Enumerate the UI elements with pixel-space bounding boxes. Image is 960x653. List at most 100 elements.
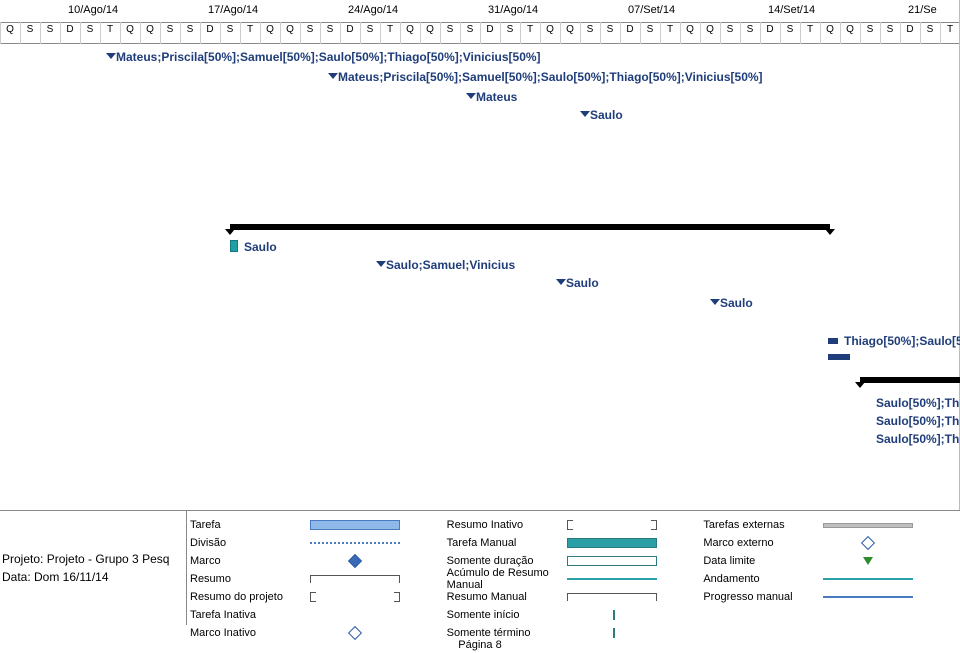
legend-label: Acúmulo de Resumo Manual: [447, 567, 567, 591]
day-letter: T: [240, 24, 260, 35]
day-separator: [80, 22, 81, 44]
day-letter: Q: [140, 24, 160, 35]
legend-swatch: [310, 537, 400, 549]
legend-label: Resumo do projeto: [190, 591, 310, 603]
legend-label: Resumo Inativo: [447, 519, 567, 531]
legend-label: Marco externo: [703, 537, 823, 549]
day-letter: Q: [420, 24, 440, 35]
legend-swatch: [823, 519, 913, 531]
legend-swatch: [310, 555, 400, 567]
day-separator: [680, 22, 681, 44]
day-separator: [640, 22, 641, 44]
legend-label: Andamento: [703, 573, 823, 585]
legend-item: Resumo Inativo: [447, 516, 704, 534]
legend-col-1: TarefaDivisãoMarcoResumoResumo do projet…: [190, 516, 447, 642]
day-separator: [100, 22, 101, 44]
day-separator: [920, 22, 921, 44]
day-separator: [880, 22, 881, 44]
day-separator: [760, 22, 761, 44]
swatch-shape: [310, 592, 400, 602]
date-label: 14/Set/14: [768, 4, 815, 16]
day-separator: [460, 22, 461, 44]
legend-label: Divisão: [190, 537, 310, 549]
day-separator: [940, 22, 941, 44]
task-bar: [828, 338, 838, 344]
day-separator: [160, 22, 161, 44]
day-separator: [200, 22, 201, 44]
day-letter: Q: [0, 24, 20, 35]
day-letter: D: [620, 24, 640, 35]
legend-item: Marco externo: [703, 534, 960, 552]
task-resource-label: Saulo: [590, 108, 623, 122]
project-date: Data: Dom 16/11/14: [2, 568, 169, 586]
day-separator: [360, 22, 361, 44]
task-marker-icon: [710, 299, 720, 305]
task-resource-label: Saulo: [244, 240, 277, 254]
task-resource-label: Saulo: [720, 296, 753, 310]
swatch-shape: [609, 610, 615, 620]
task-bar: [828, 354, 850, 360]
task-marker-icon: [106, 53, 116, 59]
swatch-shape: [609, 628, 615, 638]
legend-item: Marco: [190, 552, 447, 570]
date-label: 21/Se: [908, 4, 937, 16]
legend-label: Progresso manual: [703, 591, 823, 603]
legend-swatch: [567, 609, 657, 621]
swatch-shape: [863, 557, 873, 565]
project-name: Projeto: Projeto - Grupo 3 Pesq: [2, 550, 169, 568]
summary-cap-icon: [225, 229, 235, 235]
day-letter: S: [500, 24, 520, 35]
legend-swatch: [567, 627, 657, 639]
legend-label: Tarefa Inativa: [190, 609, 310, 621]
day-letter: Q: [820, 24, 840, 35]
task-resource-label: Saulo: [566, 276, 599, 290]
day-separator: [520, 22, 521, 44]
day-letter: Q: [400, 24, 420, 35]
day-separator: [800, 22, 801, 44]
day-letter: S: [580, 24, 600, 35]
legend-swatch: [823, 591, 913, 603]
legend-area: Projeto: Projeto - Grupo 3 Pesq Data: Do…: [0, 510, 960, 653]
day-letter: S: [160, 24, 180, 35]
day-separator: [220, 22, 221, 44]
day-letter: D: [60, 24, 80, 35]
swatch-shape: [310, 520, 400, 530]
legend-label: Somente início: [447, 609, 567, 621]
gantt-chart-area: 10/Ago/1417/Ago/1424/Ago/1431/Ago/1407/S…: [0, 0, 960, 540]
day-separator: [740, 22, 741, 44]
swatch-shape: [348, 554, 362, 568]
swatch-shape: [310, 542, 400, 544]
legend-swatch: [823, 573, 913, 585]
day-letter: D: [200, 24, 220, 35]
day-letter: S: [720, 24, 740, 35]
legend-swatch: [310, 519, 400, 531]
day-separator: [40, 22, 41, 44]
task-resource-label: Saulo;Samuel;Vinicius: [386, 258, 515, 272]
swatch-shape: [348, 626, 362, 640]
legend-item: Resumo: [190, 570, 447, 588]
day-letter: Q: [280, 24, 300, 35]
task-resource-label: Saulo[50%];Thiag: [876, 396, 960, 410]
task-marker-icon: [580, 111, 590, 117]
timescale-header: 10/Ago/1417/Ago/1424/Ago/1431/Ago/1407/S…: [0, 0, 959, 44]
swatch-shape: [310, 575, 400, 583]
legend-label: Tarefas externas: [703, 519, 823, 531]
day-separator: [260, 22, 261, 44]
day-separator: [240, 22, 241, 44]
legend-item: Tarefa Inativa: [190, 606, 447, 624]
day-separator: [900, 22, 901, 44]
summary-bar: [860, 377, 960, 383]
day-separator: [300, 22, 301, 44]
day-separator: [860, 22, 861, 44]
day-letter: D: [760, 24, 780, 35]
day-separator: [120, 22, 121, 44]
legend-swatch: [310, 591, 400, 603]
day-letter: D: [900, 24, 920, 35]
day-letter: S: [440, 24, 460, 35]
day-letter: S: [920, 24, 940, 35]
legend-col-3: Tarefas externasMarco externoData limite…: [703, 516, 960, 642]
page-footer: Página 8: [0, 639, 960, 651]
summary-bar: [230, 224, 830, 230]
day-letter: S: [860, 24, 880, 35]
legend-label: Resumo Manual: [447, 591, 567, 603]
